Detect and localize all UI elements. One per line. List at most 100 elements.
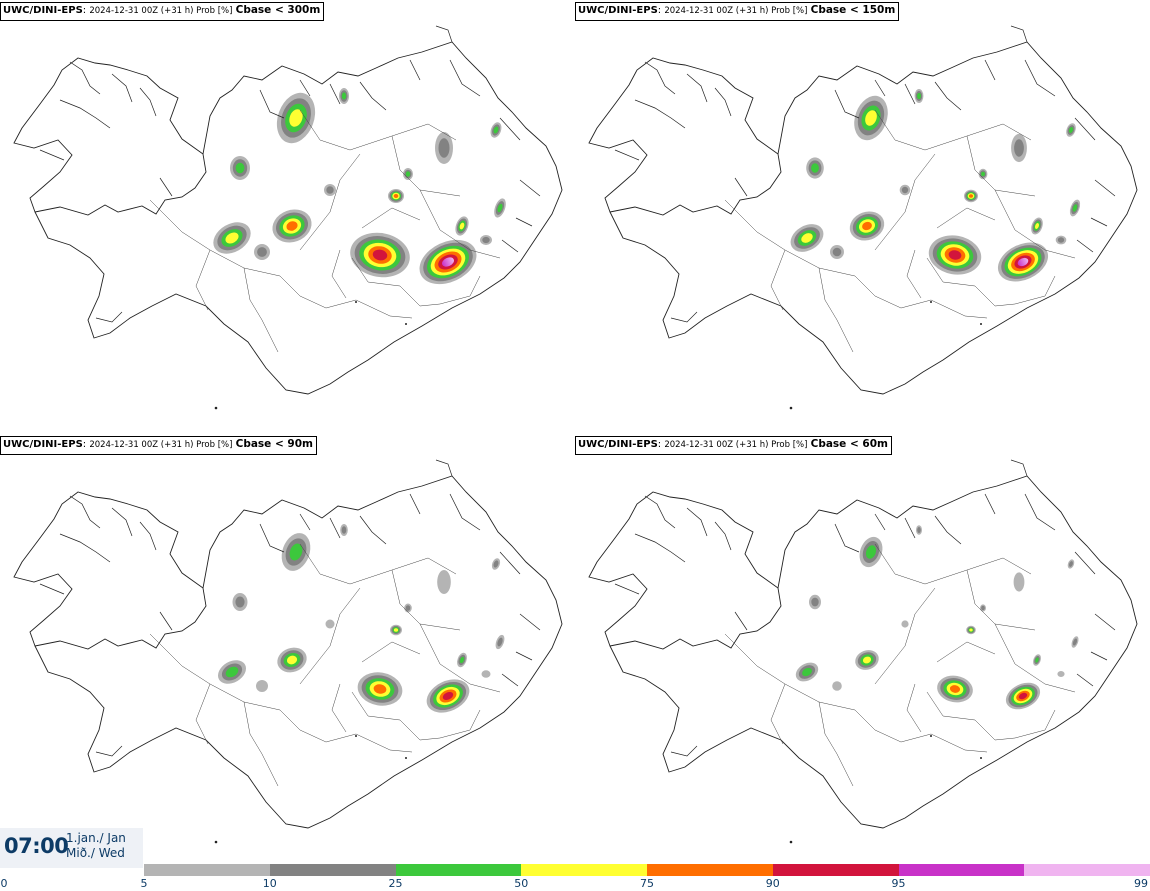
probability-contour: [341, 526, 347, 534]
probability-contour: [901, 620, 909, 628]
probability-contour: [832, 247, 842, 257]
probability-contour: [917, 527, 921, 533]
probability-contour: [459, 656, 465, 664]
valid-date-line2: Mið./ Wed: [66, 846, 125, 860]
legend-tick: 10: [262, 877, 277, 890]
model-name: UWC/DINI-EPS: [3, 5, 83, 16]
probability-contour: [1072, 204, 1078, 212]
legend-tick: 90: [765, 877, 780, 890]
probability-contour: [341, 92, 347, 100]
probability-contour: [1018, 692, 1028, 700]
probability-contour: [459, 222, 465, 230]
legend-tick: 50: [514, 877, 529, 890]
legend-swatch: [898, 864, 1025, 876]
probability-contour: [811, 163, 819, 173]
valid-date-line1: 1.jan./ Jan: [66, 831, 126, 845]
model-name: UWC/DINI-EPS: [3, 439, 83, 450]
map-panel-cbase-90m: UWC/DINI-EPS: 2024-12-31 00Z (+31 h) Pro…: [0, 434, 575, 864]
field-name: Cbase < 90m: [235, 438, 313, 450]
map-panel-cbase-60m: UWC/DINI-EPS: 2024-12-31 00Z (+31 h) Pro…: [575, 434, 1150, 864]
probability-contour: [372, 249, 388, 261]
probability-contour: [1057, 671, 1065, 677]
field-name: Cbase < 60m: [810, 438, 888, 450]
probability-contour: [286, 221, 298, 231]
probability-contour: [493, 126, 499, 134]
probability-contour: [917, 92, 921, 100]
legend-tick: 25: [388, 877, 403, 890]
probability-contour: [1069, 561, 1073, 567]
probability-contour: [969, 194, 973, 198]
run-meta: 2024-12-31 00Z (+31 h) Prob [%]: [664, 6, 808, 16]
probability-contour: [325, 619, 335, 629]
iceland-map: [13, 459, 563, 844]
iceland-map: [588, 25, 1138, 410]
probability-contour: [438, 138, 450, 158]
probability-contour: [862, 221, 872, 231]
probability-contour: [225, 232, 239, 244]
legend-tick: 99: [1134, 877, 1148, 890]
probability-color-legend: [144, 864, 1150, 876]
probability-contour: [1057, 237, 1065, 243]
probability-contour: [1013, 572, 1025, 592]
probability-contour: [442, 691, 454, 701]
probability-contour: [1068, 127, 1074, 133]
probability-contour: [497, 637, 503, 647]
model-name: UWC/DINI-EPS: [578, 439, 658, 450]
probability-contour: [482, 236, 490, 244]
probability-contour: [1072, 638, 1078, 646]
probability-contour: [405, 605, 411, 611]
probability-contour: [801, 233, 813, 243]
probability-contour: [257, 247, 267, 257]
legend-tick: 95: [891, 877, 906, 890]
probability-contour: [256, 680, 268, 692]
legend-tick: 75: [640, 877, 654, 890]
legend-tick: 5: [140, 877, 148, 890]
valid-time-clock: 07:00: [4, 834, 69, 858]
probability-contour: [481, 670, 491, 678]
probability-contour: [437, 570, 451, 594]
probability-contour: [862, 656, 872, 664]
probability-contour: [493, 560, 499, 568]
probability-contour: [969, 628, 973, 632]
field-name: Cbase < 150m: [810, 4, 896, 16]
run-meta: 2024-12-31 00Z (+31 h) Prob [%]: [664, 440, 808, 450]
valid-time-box: 07:00 1.jan./ Jan Mið./ Wed: [0, 828, 143, 868]
legend-swatch: [269, 864, 396, 876]
legend-swatch: [395, 864, 522, 876]
probability-contour: [832, 681, 842, 691]
probability-contour: [442, 257, 454, 267]
probability-contour: [289, 109, 303, 127]
legend-swatch: [772, 864, 899, 876]
probability-contour: [981, 605, 985, 611]
probability-contour: [1035, 223, 1039, 229]
panel-title: UWC/DINI-EPS: 2024-12-31 00Z (+31 h) Pro…: [575, 2, 900, 21]
panel-title: UWC/DINI-EPS: 2024-12-31 00Z (+31 h) Pro…: [0, 436, 317, 455]
legend-swatch: [1024, 864, 1150, 876]
model-name: UWC/DINI-EPS: [578, 5, 658, 16]
field-name: Cbase < 300m: [235, 4, 321, 16]
map-panel-cbase-150m: UWC/DINI-EPS: 2024-12-31 00Z (+31 h) Pro…: [575, 0, 1150, 430]
probability-contour: [1017, 257, 1029, 267]
probability-contour: [811, 597, 819, 607]
probability-contour: [901, 186, 909, 194]
iceland-map: [13, 25, 563, 410]
panel-title: UWC/DINI-EPS: 2024-12-31 00Z (+31 h) Pro…: [0, 2, 325, 21]
panel-title: UWC/DINI-EPS: 2024-12-31 00Z (+31 h) Pro…: [575, 436, 892, 455]
legend-swatch: [521, 864, 648, 876]
probability-contour: [949, 685, 961, 693]
probability-contour: [405, 171, 411, 177]
probability-contour: [948, 250, 962, 260]
probability-contour: [393, 194, 399, 198]
probability-contour: [981, 171, 985, 177]
probability-contour: [326, 186, 334, 194]
probability-contour: [1014, 139, 1024, 157]
probability-contour: [373, 684, 387, 694]
iceland-map: [588, 459, 1138, 844]
legend-swatch: [647, 864, 774, 876]
run-meta: 2024-12-31 00Z (+31 h) Prob [%]: [89, 440, 233, 450]
probability-contour: [1035, 657, 1039, 663]
probability-contour: [235, 162, 245, 174]
probability-contour: [393, 628, 399, 632]
probability-contour: [865, 110, 877, 126]
probability-contour: [289, 543, 303, 561]
